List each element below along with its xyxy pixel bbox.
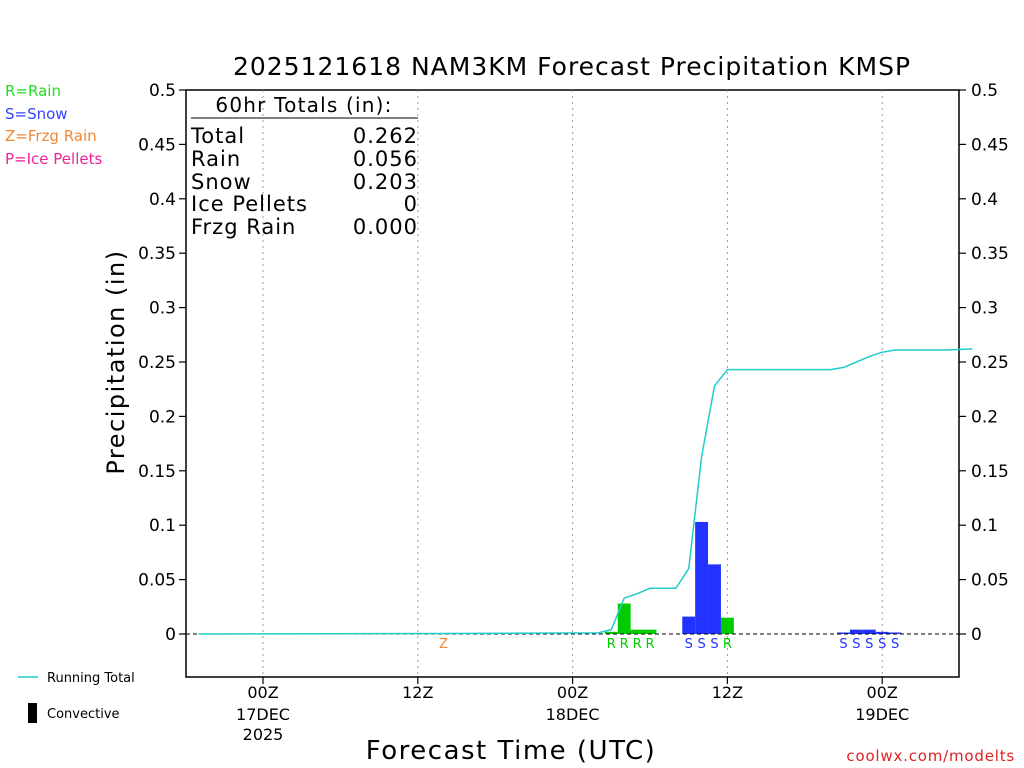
y-tick-label-right: 0.35	[971, 244, 1009, 264]
bar-snow	[862, 629, 876, 634]
legend-rain: R=Rain	[5, 82, 61, 100]
totals-box: 60hr Totals (in): Total 0.262 Rain 0.056…	[190, 93, 418, 239]
totals-value-snow: 0.203	[353, 170, 418, 194]
bar-rain	[617, 603, 631, 634]
ptype-label: Z	[439, 637, 448, 652]
bar-snow	[682, 616, 696, 634]
ptype-label: S	[697, 637, 705, 652]
y-tick-label-left: 0.25	[138, 353, 176, 373]
y-tick-label-right: 0.4	[971, 190, 998, 210]
ptype-label: S	[710, 637, 718, 652]
totals-label-frzg-rain: Frzg Rain	[191, 215, 296, 239]
y-axis-right: 0 0.05 0.1 0.15 0.2 0.25 0.3 0.35 0.4 0.45 0.5	[959, 81, 1009, 645]
ptype-legend: R=Rain S=Snow Z=Frzg Rain P=Ice Pellets	[5, 82, 102, 168]
y-tick-label-left: 0.1	[149, 516, 176, 536]
running-total-label: Running Total	[47, 671, 135, 686]
legend-ice-pellets: P=Ice Pellets	[5, 150, 102, 168]
bar-snow	[849, 629, 863, 634]
convective-label: Convective	[47, 707, 120, 722]
totals-label-total: Total	[190, 124, 245, 148]
y-tick-label-left: 0	[165, 625, 176, 645]
x-axis-label: Forecast Time (UTC)	[366, 736, 657, 766]
ptype-label: S	[891, 637, 899, 652]
ptype-label: R	[645, 637, 654, 652]
ptype-label: R	[607, 637, 616, 652]
bar-snow	[708, 564, 721, 634]
legend-frzg-rain: Z=Frzg Rain	[5, 127, 97, 145]
x-tick-label: 00Z	[867, 683, 898, 702]
ptype-label: S	[852, 637, 860, 652]
ptype-label: S	[839, 637, 847, 652]
running-total-line	[198, 348, 973, 635]
y-tick-label-right: 0.1	[971, 516, 998, 536]
y-tick-label-left: 0.15	[138, 462, 176, 482]
chart-title: 2025121618 NAM3KM Forecast Precipitation…	[233, 52, 911, 81]
ptype-label: R	[723, 637, 732, 652]
y-tick-label-right: 0.05	[971, 571, 1009, 591]
y-tick-label-right: 0.2	[971, 407, 998, 427]
totals-label-rain: Rain	[191, 147, 241, 171]
x-tick-label: 12Z	[402, 683, 433, 702]
totals-header: 60hr Totals (in):	[215, 93, 392, 117]
ptype-label: S	[878, 637, 886, 652]
bar-snow	[888, 632, 902, 634]
bar-snow	[875, 631, 889, 634]
y-tick-label-left: 0.3	[149, 299, 176, 319]
x-tick-date: 19DEC	[855, 705, 909, 724]
totals-value-frzg-rain: 0.000	[353, 215, 418, 239]
y-tick-label-right: 0.45	[971, 135, 1009, 155]
x-tick-label: 12Z	[712, 683, 743, 702]
y-tick-label-left: 0.05	[138, 571, 176, 591]
y-tick-label-right: 0.5	[971, 81, 998, 101]
totals-label-snow: Snow	[191, 170, 252, 194]
ptype-label: R	[620, 637, 629, 652]
ptype-label: S	[685, 637, 693, 652]
bars	[604, 521, 902, 634]
bar-rain	[604, 631, 618, 634]
y-tick-label-right: 0.3	[971, 299, 998, 319]
ptype-label: R	[633, 637, 642, 652]
y-tick-label-left: 0.4	[149, 190, 176, 210]
totals-label-ice-pellets: Ice Pellets	[191, 192, 308, 216]
totals-value-rain: 0.056	[353, 147, 418, 171]
y-tick-label-left: 0.45	[138, 135, 176, 155]
convective-swatch	[28, 703, 37, 723]
y-tick-label-left: 0.2	[149, 407, 176, 427]
y-tick-label-left: 0.5	[149, 81, 176, 101]
y-tick-label-right: 0	[971, 625, 982, 645]
legend-snow: S=Snow	[5, 105, 68, 123]
x-tick-date: 18DEC	[546, 705, 600, 724]
x-tick-date: 17DEC	[236, 705, 290, 724]
gridlines	[262, 90, 883, 677]
x-tick-year: 2025	[243, 725, 284, 744]
y-axis-left: 0 0.05 0.1 0.15 0.2 0.25 0.3 0.35 0.4 0.45 0.5	[138, 81, 186, 645]
bar-rain	[643, 629, 657, 634]
totals-value-total: 0.262	[353, 124, 418, 148]
y-tick-label-left: 0.35	[138, 244, 176, 264]
x-tick-label: 00Z	[247, 683, 278, 702]
y-tick-label-right: 0.15	[971, 462, 1009, 482]
y-axis-label: Precipitation (in)	[102, 249, 130, 474]
bar-rain	[720, 617, 734, 634]
ptype-label: S	[865, 637, 873, 652]
bar-rain	[630, 629, 644, 634]
totals-value-ice-pellets: 0	[404, 192, 418, 216]
bar-snow	[837, 632, 850, 634]
watermark: coolwx.com/modelts	[846, 747, 1015, 765]
x-tick-label: 00Z	[557, 683, 588, 702]
y-tick-label-right: 0.25	[971, 353, 1009, 373]
line-legend: Running Total Convective	[18, 671, 135, 723]
bar-snow	[695, 521, 709, 634]
